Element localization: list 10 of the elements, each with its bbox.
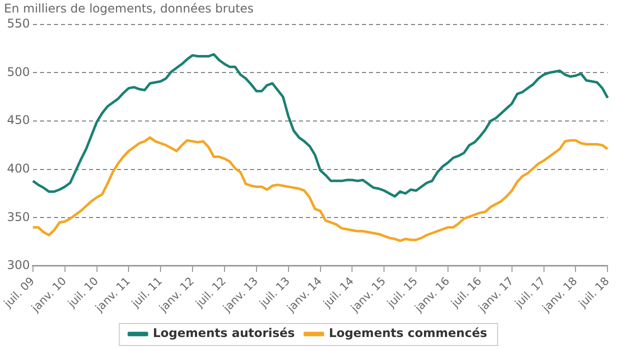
legend-label: Logements commencés [328, 326, 488, 340]
x-tick-label: juil. 18 [576, 274, 612, 311]
chart-title: En milliers de logements, données brutes [4, 1, 254, 16]
y-tick-label: 300 [7, 258, 30, 272]
y-tick-label: 550 [7, 16, 30, 31]
y-tick-label: 350 [7, 210, 30, 224]
y-tick-label: 450 [7, 113, 30, 128]
y-tick-label: 500 [7, 64, 30, 79]
legend-label: Logements autorisés [152, 326, 295, 340]
y-tick-label: 400 [7, 161, 30, 176]
